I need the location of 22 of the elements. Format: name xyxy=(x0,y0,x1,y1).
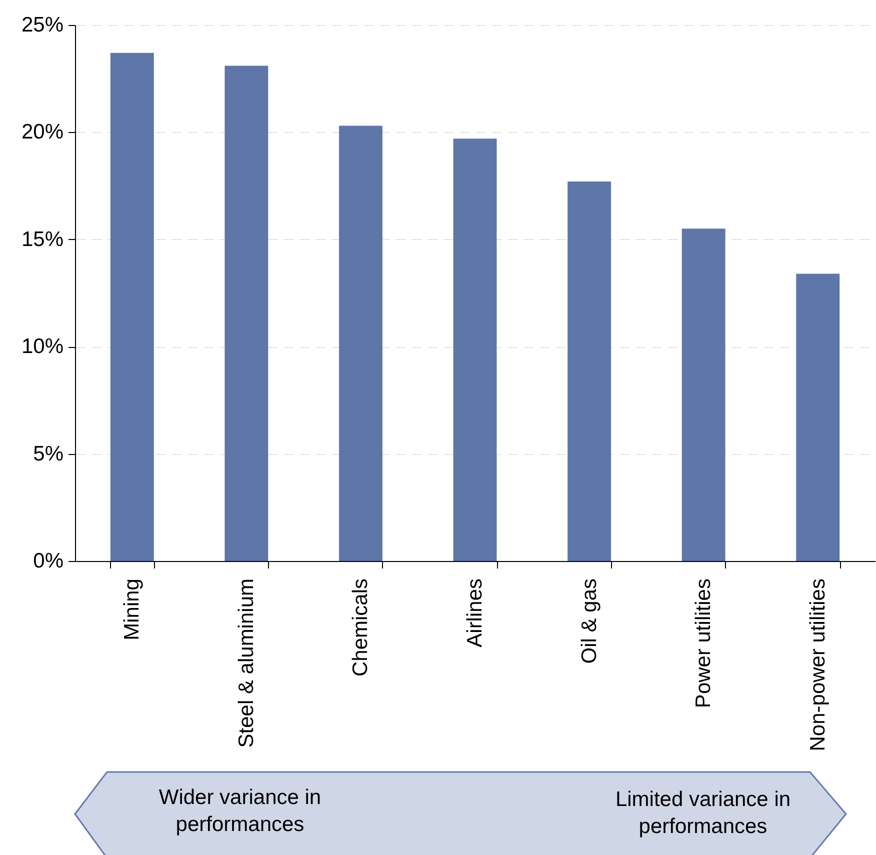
x-tick-label: Steel & aluminium xyxy=(234,578,258,748)
bar xyxy=(682,228,726,561)
text: Wider variance in performances xyxy=(158,785,322,838)
x-tick-label: Power utilities xyxy=(692,578,716,708)
text: Limited variance in performances xyxy=(614,787,792,840)
x-tick-label: Non-power utilities xyxy=(806,578,830,752)
bar xyxy=(453,138,497,561)
bar xyxy=(339,126,382,561)
y-tick-label: 25% xyxy=(21,14,64,36)
x-tick-label: Mining xyxy=(120,578,144,640)
y-tick-label: 5% xyxy=(33,442,64,466)
y-tick-label: 20% xyxy=(21,120,64,144)
y-tick-label: 15% xyxy=(21,228,64,251)
x-tick-label: Oil & gas xyxy=(578,578,601,664)
bar xyxy=(568,182,611,561)
bar xyxy=(796,274,840,561)
y-tick-label: 10% xyxy=(21,335,64,358)
bar xyxy=(110,52,154,561)
x-tick-label: Airlines xyxy=(464,578,486,648)
x-tick-label: Chemicals xyxy=(349,578,372,677)
y-tick-label: 0% xyxy=(33,550,64,572)
bar xyxy=(224,66,268,561)
